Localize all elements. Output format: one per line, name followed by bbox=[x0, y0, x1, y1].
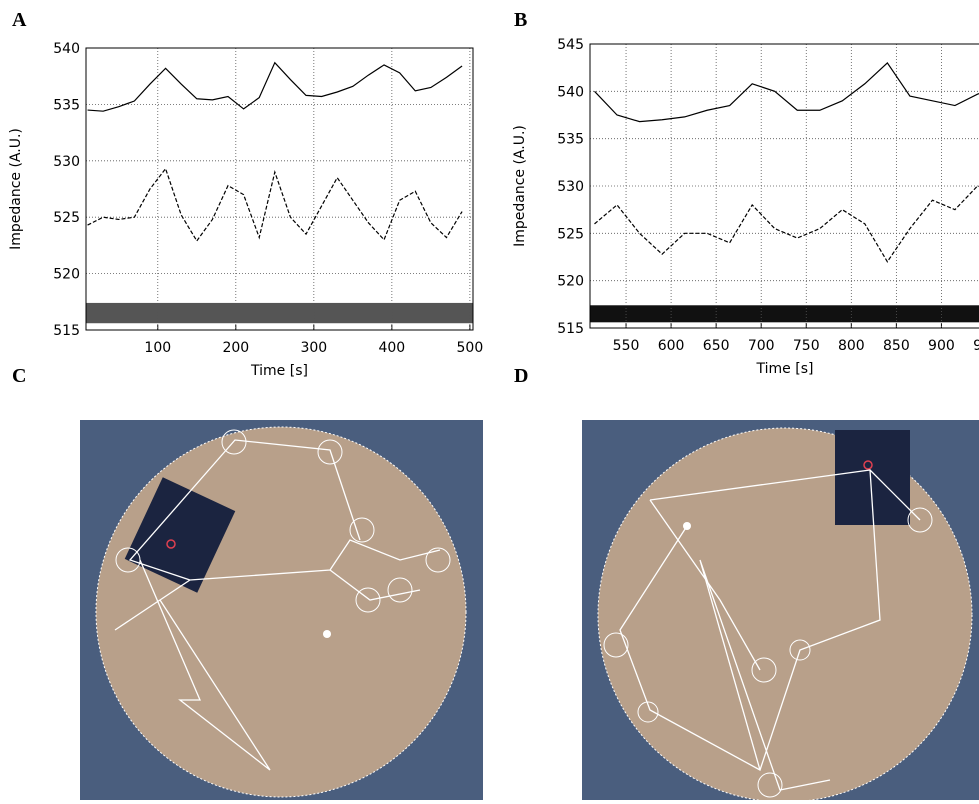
y-tick-label: 535 bbox=[557, 132, 584, 148]
x-tick-label: 300 bbox=[300, 340, 327, 356]
panel-label: C bbox=[12, 365, 26, 387]
x-tick-label: 850 bbox=[883, 338, 910, 354]
x-tick-label: 950 bbox=[973, 338, 979, 354]
y-tick-label: 535 bbox=[53, 97, 80, 113]
x-tick-label: 200 bbox=[222, 340, 249, 356]
y-tick-label: 540 bbox=[53, 41, 80, 57]
plot-frame bbox=[589, 43, 979, 329]
photo-d bbox=[582, 420, 979, 803]
x-tick-label: 550 bbox=[613, 338, 640, 354]
y-tick-label: 530 bbox=[557, 179, 584, 195]
y-tick-label: 525 bbox=[53, 210, 80, 226]
y-tick-label: 520 bbox=[53, 267, 80, 283]
x-tick-label: 800 bbox=[838, 338, 865, 354]
x-tick-label: 650 bbox=[703, 338, 730, 354]
x-tick-label: 600 bbox=[658, 338, 685, 354]
chart: 515 520 525 530 535 540 545 550 600 650 700 750 800 8… bbox=[512, 37, 979, 377]
panel-label: B bbox=[514, 9, 527, 31]
series-line bbox=[87, 167, 463, 242]
state-strip bbox=[590, 305, 979, 323]
series-line bbox=[594, 62, 979, 123]
y-tick-label: 515 bbox=[557, 321, 584, 337]
chart: 515 520 525 530 535 540 100 200 300 400 500 Time [s… bbox=[8, 41, 483, 379]
x-axis-label: Time [s] bbox=[250, 363, 308, 379]
x-tick-label: 700 bbox=[748, 338, 775, 354]
x-tick-label: 100 bbox=[144, 340, 171, 356]
panel-label: D bbox=[514, 365, 528, 387]
y-axis-label: Impedance (A.U.) bbox=[8, 128, 24, 250]
y-tick-label: 530 bbox=[53, 154, 80, 170]
photo-c bbox=[80, 420, 483, 800]
x-axis-label: Time [s] bbox=[756, 361, 814, 377]
x-tick-label: 500 bbox=[457, 340, 484, 356]
y-axis-label: Impedance (A.U.) bbox=[512, 125, 528, 247]
panel-label: A bbox=[12, 9, 27, 31]
series-line bbox=[87, 61, 463, 112]
y-tick-label: 525 bbox=[557, 226, 584, 242]
y-tick-label: 515 bbox=[53, 323, 80, 339]
y-tick-label: 545 bbox=[557, 37, 584, 53]
state-strip bbox=[86, 302, 473, 324]
y-tick-label: 540 bbox=[557, 84, 584, 100]
y-tick-label: 520 bbox=[557, 274, 584, 290]
x-tick-label: 400 bbox=[378, 340, 405, 356]
series-line bbox=[594, 185, 979, 263]
x-tick-label: 750 bbox=[793, 338, 820, 354]
plot-frame bbox=[85, 47, 474, 331]
x-tick-label: 900 bbox=[928, 338, 955, 354]
